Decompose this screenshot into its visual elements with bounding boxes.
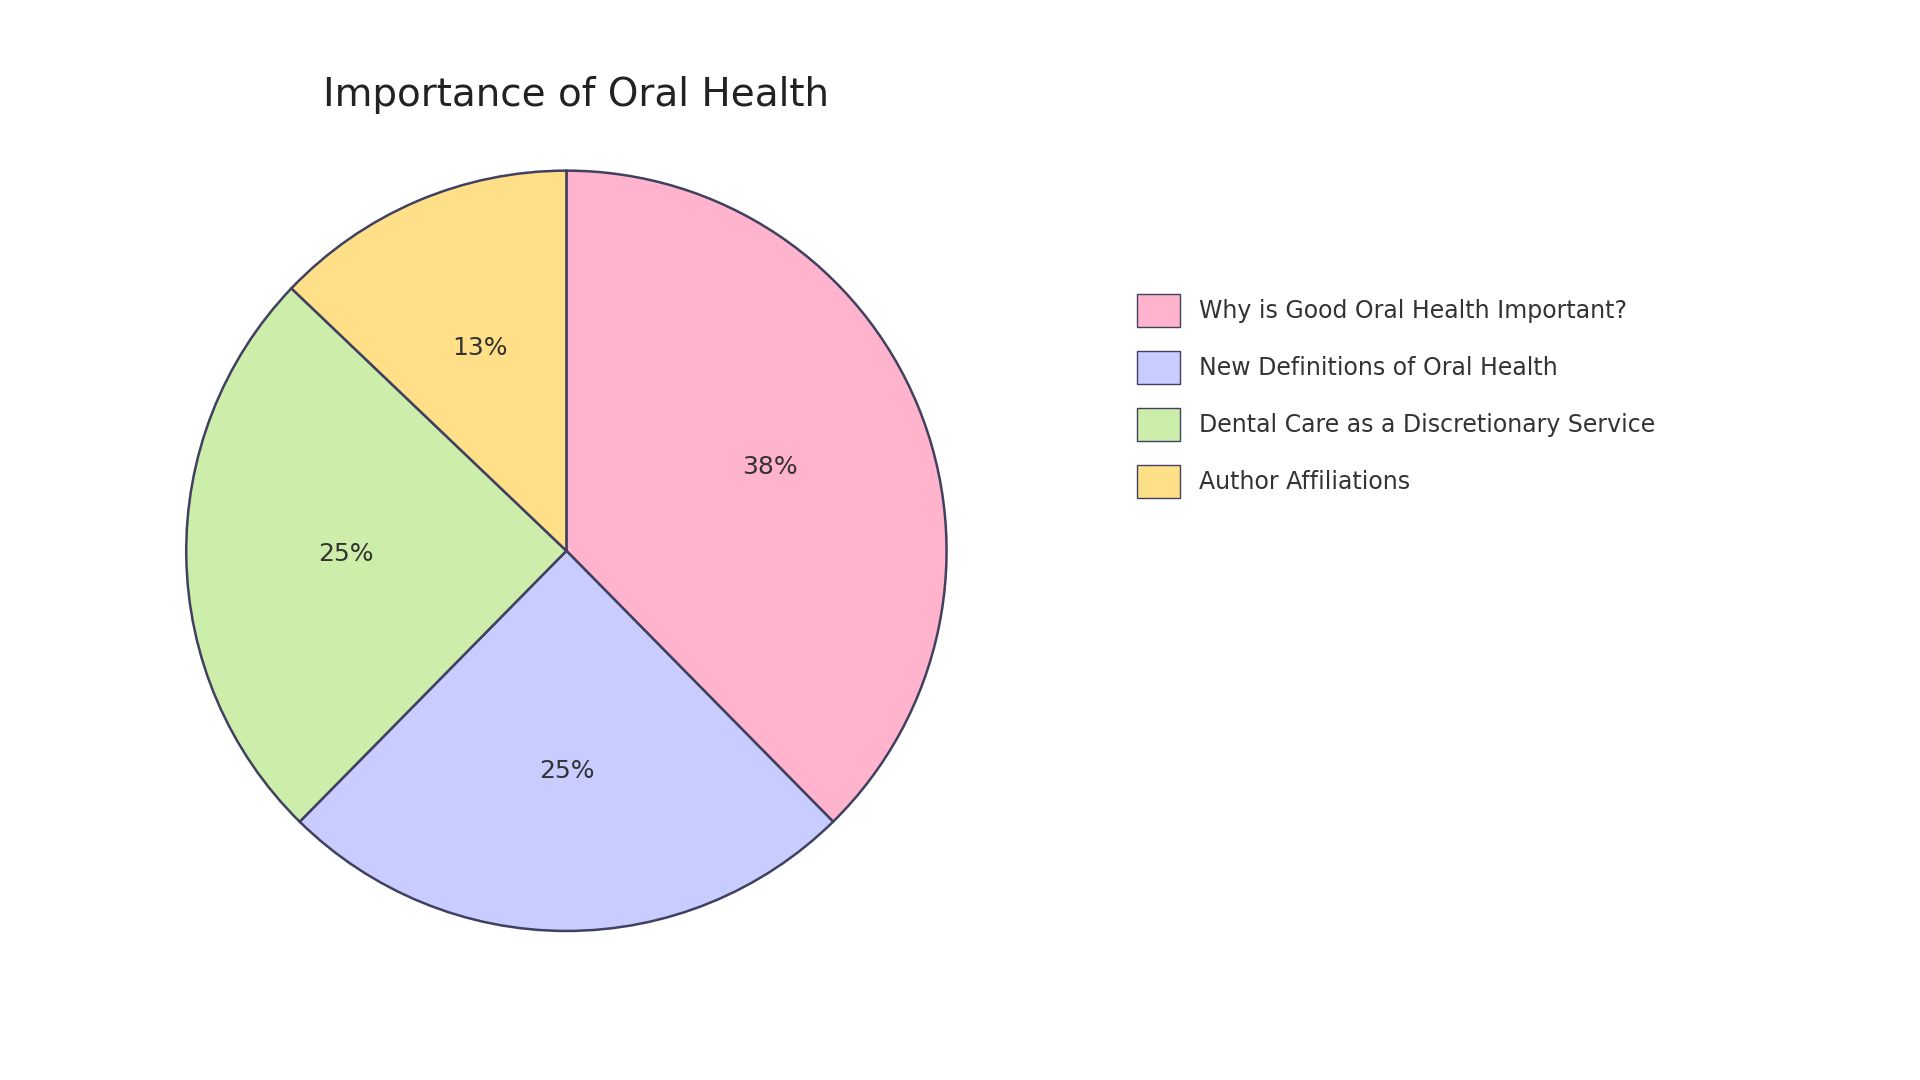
- Text: 13%: 13%: [451, 336, 507, 360]
- Wedge shape: [186, 288, 566, 822]
- Wedge shape: [300, 551, 833, 931]
- Wedge shape: [566, 171, 947, 822]
- Text: 25%: 25%: [319, 542, 374, 566]
- Text: 38%: 38%: [743, 455, 799, 480]
- Legend: Why is Good Oral Health Important?, New Definitions of Oral Health, Dental Care : Why is Good Oral Health Important?, New …: [1125, 282, 1667, 510]
- Wedge shape: [292, 171, 566, 551]
- Text: 25%: 25%: [540, 759, 593, 783]
- Text: Importance of Oral Health: Importance of Oral Health: [323, 76, 829, 113]
